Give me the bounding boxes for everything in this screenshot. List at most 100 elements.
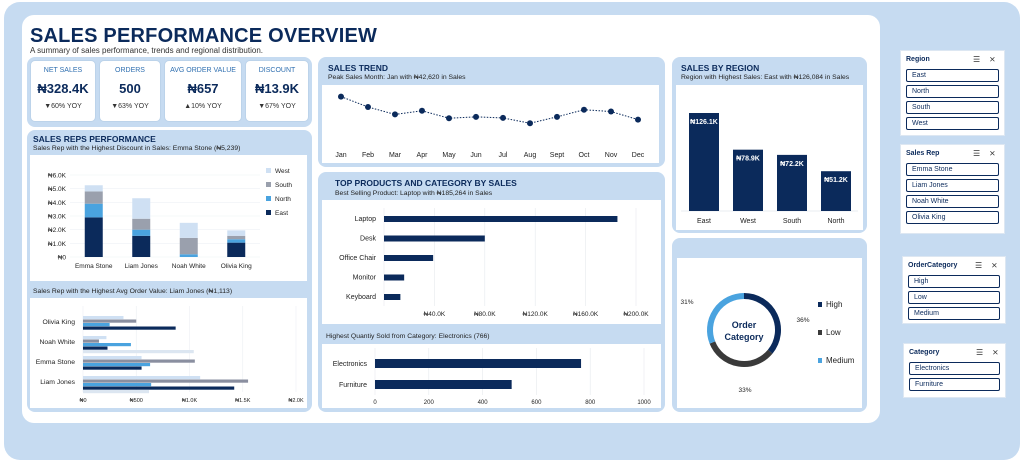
legend-swatch (818, 302, 822, 307)
bar (83, 366, 142, 370)
bar (83, 326, 176, 330)
sales-trend-title: SALES TREND (328, 63, 388, 73)
legend-label: Low (826, 328, 841, 337)
products-hbar-chart: ₦40.0K ₦80.0K ₦120.0K ₦160.0K ₦200.0K Laptop D… (339, 208, 649, 318)
x-tick-label: Apr (417, 152, 429, 159)
slicer-item-olivia-king[interactable]: Olivia King (906, 211, 999, 224)
trend-point (500, 114, 506, 121)
kpi-yoy: ▼60% YOY (44, 103, 82, 110)
kpi-label: DISCOUNT (258, 67, 296, 74)
bar (83, 379, 249, 383)
y-tick-label: Monitor (353, 275, 377, 282)
slicer-item-high[interactable]: High (908, 275, 1000, 288)
x-tick-label: South (783, 218, 801, 225)
bar-segment (132, 218, 151, 230)
x-tick-label: ₦500 (130, 398, 143, 404)
bar-segment (84, 217, 103, 257)
y-tick-label: ₦0 (58, 255, 67, 262)
legend-label: South (275, 182, 292, 189)
x-tick-label: Feb (362, 152, 374, 159)
multi-select-icon[interactable]: ☰ (973, 55, 981, 64)
bar-segment (132, 235, 151, 257)
region-chart-area: ₦126.1K East ₦78.9K West ₦72.2K South ₦51.2K No… (676, 85, 863, 230)
x-tick-label: ₦200.0K (623, 311, 649, 318)
slicer-sales-rep: Sales Rep ☰ ⨯ Emma Stone Liam Jones Noah… (900, 144, 1005, 234)
x-tick-label: East (697, 218, 711, 225)
bar (384, 255, 434, 261)
slicer-item-liam-jones[interactable]: Liam Jones (906, 179, 999, 192)
multi-select-icon[interactable]: ☰ (975, 261, 983, 270)
slicer-item-north[interactable]: North (906, 85, 999, 98)
y-tick-label: ₦4.0K (48, 200, 67, 207)
slicer-item-east[interactable]: East (906, 69, 999, 82)
bar (83, 336, 107, 340)
trend-point (419, 107, 425, 114)
kpi-card-net-sales: NET SALES ₦328.4K ▼60% YOY (30, 60, 96, 122)
order-category-donut: 36% 33% 31% Order Category High Low Medium (680, 293, 855, 394)
y-tick-label: Liam Jones (40, 379, 75, 386)
slicer-region: Region ☰ ⨯ East North South West (900, 50, 1005, 136)
clear-filter-icon[interactable]: ⨯ (991, 261, 998, 270)
legend-label: West (275, 168, 290, 175)
slicer-item-noah-white[interactable]: Noah White (906, 195, 999, 208)
slicer-item-low[interactable]: Low (908, 291, 1000, 304)
legend-swatch (266, 182, 271, 187)
clear-filter-icon[interactable]: ⨯ (989, 149, 996, 158)
x-tick-label: Nov (605, 152, 618, 159)
bar (384, 216, 618, 222)
x-tick-label: Aug (524, 152, 537, 159)
x-tick-label: 0 (373, 400, 377, 406)
bar-segment (179, 254, 198, 257)
bar-segment (227, 230, 246, 236)
donut-center-label: Category (724, 332, 763, 342)
x-tick-label: Noah White (172, 263, 206, 270)
x-tick-label: ₦40.0K (424, 311, 446, 318)
reps-stacked-chart-area: ₦0 ₦1.0K ₦2.0K ₦3.0K ₦4.0K ₦5.0K ₦6.0K Emma Sto… (30, 155, 307, 281)
multi-select-icon[interactable]: ☰ (973, 149, 981, 158)
bar (83, 386, 235, 390)
x-tick-label: ₦1.5K (235, 398, 251, 404)
bar (83, 383, 152, 387)
top-products-subtitle: Best Selling Product: Laptop with ₦185,2… (335, 190, 493, 197)
kpi-yoy: ▼67% YOY (258, 103, 296, 110)
bar-segment (179, 222, 198, 238)
donut-slice (707, 293, 745, 344)
bar-segment (227, 242, 246, 257)
slicer-item-south[interactable]: South (906, 101, 999, 114)
slicer-item-west[interactable]: West (906, 117, 999, 130)
x-tick-label: Oct (579, 152, 590, 159)
trend-point (338, 93, 344, 100)
x-tick-label: 400 (478, 400, 489, 406)
trend-point (473, 113, 479, 120)
legend-label: High (826, 300, 842, 309)
clear-filter-icon[interactable]: ⨯ (989, 55, 996, 64)
x-tick-label: ₦120.0K (523, 311, 549, 318)
slicer-item-electronics[interactable]: Electronics (909, 362, 1000, 375)
slicer-category: Category ☰ ⨯ Electronics Furniture (903, 343, 1006, 398)
legend-label: East (275, 210, 288, 217)
kpi-value: 500 (119, 81, 141, 96)
legend-swatch (818, 330, 822, 335)
legend-swatch (818, 358, 822, 363)
reps-avg-order-subtitle: Sales Rep with the Highest Avg Order Val… (33, 288, 233, 295)
multi-select-icon[interactable]: ☰ (976, 348, 984, 357)
bar (83, 339, 99, 343)
y-tick-label: Furniture (339, 382, 367, 389)
data-label: 33% (738, 387, 751, 394)
y-tick-label: ₦6.0K (48, 173, 67, 180)
bar (83, 390, 150, 394)
slicer-item-medium[interactable]: Medium (908, 307, 1000, 320)
trend-point (446, 115, 452, 122)
x-tick-label: Olivia King (221, 263, 252, 270)
kpi-card-discount: DISCOUNT ₦13.9K ▼67% YOY (245, 60, 309, 122)
data-label: ₦126.1K (690, 119, 718, 126)
slicer-item-furniture[interactable]: Furniture (909, 378, 1000, 391)
bar-segment (84, 203, 103, 218)
y-tick-label: Laptop (355, 216, 377, 223)
clear-filter-icon[interactable]: ⨯ (992, 348, 999, 357)
slicer-item-emma-stone[interactable]: Emma Stone (906, 163, 999, 176)
trend-point (635, 116, 641, 123)
y-tick-label: Noah White (39, 339, 75, 346)
bar (83, 319, 137, 323)
kpi-label: AVG ORDER VALUE (170, 67, 236, 74)
